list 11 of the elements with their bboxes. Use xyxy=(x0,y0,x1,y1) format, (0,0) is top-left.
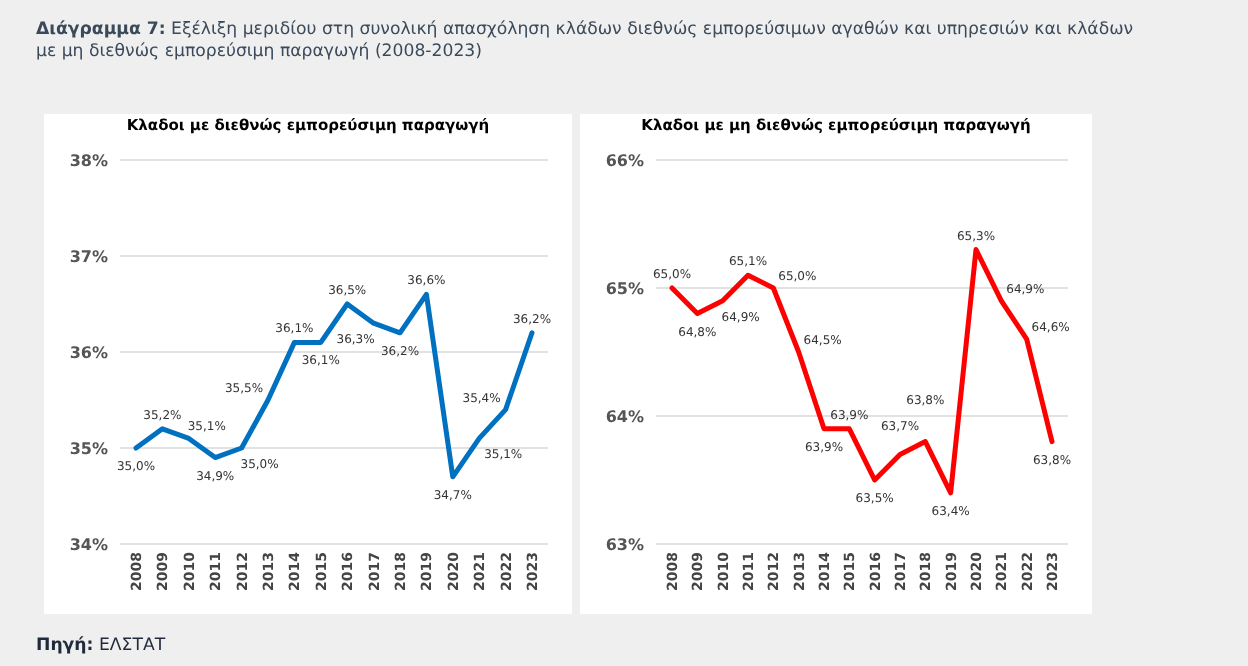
text: Διάγραμμα 7: Εξέλιξη μεριδίου στη συνολική απασχόληση κλάδων διεθνώς εμπορεύσιμων αγαθών και υπηρεσιών και κλάδων με μη διεθνώς εμπορεύσιμη παραγωγή (2008-2023) xyxy=(36,20,1134,62)
y-tick-label: 38% xyxy=(69,152,108,170)
y-tick-label: 64% xyxy=(605,408,644,426)
y-tick-label: 63% xyxy=(605,536,644,554)
y-tick-label: 66% xyxy=(605,152,644,170)
y-tick-label: 65% xyxy=(605,280,644,298)
y-tick-label: 36% xyxy=(69,344,108,362)
y-tick-label: 34% xyxy=(69,536,108,554)
text: Πηγή: ΕΛΣΤΑΤ xyxy=(36,636,167,656)
y-tick-label: 35% xyxy=(69,440,108,458)
y-tick-label: 37% xyxy=(69,248,108,266)
